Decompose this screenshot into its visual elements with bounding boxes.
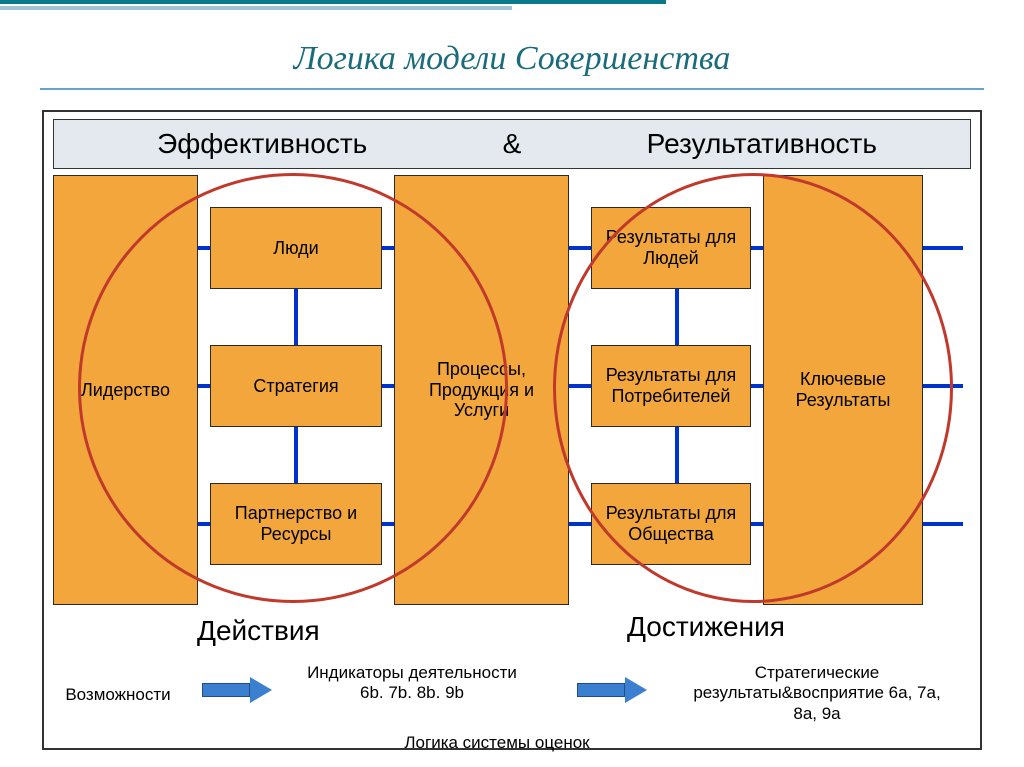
label-strategic: Стратегические результаты&восприятие 6a,… xyxy=(687,663,947,724)
v-connector-col4-a xyxy=(675,289,679,345)
v-connector-col2-a xyxy=(294,289,298,345)
header-band: Эффективность & Результативность xyxy=(53,119,971,169)
box-processes: Процессы, Продукция и Услуги xyxy=(394,175,569,605)
header-left: Эффективность xyxy=(54,120,470,168)
label-achievements: Достижения xyxy=(627,611,785,643)
box-customer-results: Результаты для Потребителей xyxy=(591,345,751,427)
label-footer: Логика системы оценок xyxy=(347,733,647,753)
boxes-area: Лидерство Процессы, Продукция и Услуги К… xyxy=(53,175,971,605)
box-leadership: Лидерство xyxy=(53,175,198,605)
accent-bar-2 xyxy=(0,6,512,10)
title-underline xyxy=(40,88,984,90)
arrow-2-shaft xyxy=(577,683,625,697)
v-connector-col4-b xyxy=(675,427,679,483)
label-capabilities: Возможности xyxy=(53,685,183,705)
box-strategy: Стратегия xyxy=(210,345,382,427)
header-mid: & xyxy=(470,120,553,168)
arrow-2 xyxy=(577,677,647,703)
diagram-inner: Эффективность & Результативность Лидерст… xyxy=(47,115,977,745)
box-society-results: Результаты для Общества xyxy=(591,483,751,565)
arrow-1-head xyxy=(250,677,272,703)
arrow-2-head xyxy=(625,677,647,703)
label-actions: Действия xyxy=(197,615,320,647)
slide-title: Логика модели Совершенства xyxy=(0,40,1024,78)
slide-top-accent xyxy=(0,0,1024,10)
accent-bar-1 xyxy=(0,0,666,4)
arrow-1-shaft xyxy=(202,683,250,697)
box-partnership: Партнерство и Ресурсы xyxy=(210,483,382,565)
box-people: Люди xyxy=(210,207,382,289)
header-right: Результативность xyxy=(554,120,970,168)
arrow-1 xyxy=(202,677,272,703)
box-people-results: Результаты для Людей xyxy=(591,207,751,289)
label-indicators: Индикаторы деятельности 6b. 7b. 8b. 9b xyxy=(307,663,517,704)
box-key-results: Ключевые Результаты xyxy=(763,175,923,605)
diagram-frame: Эффективность & Результативность Лидерст… xyxy=(42,110,982,750)
v-connector-col2-b xyxy=(294,427,298,483)
